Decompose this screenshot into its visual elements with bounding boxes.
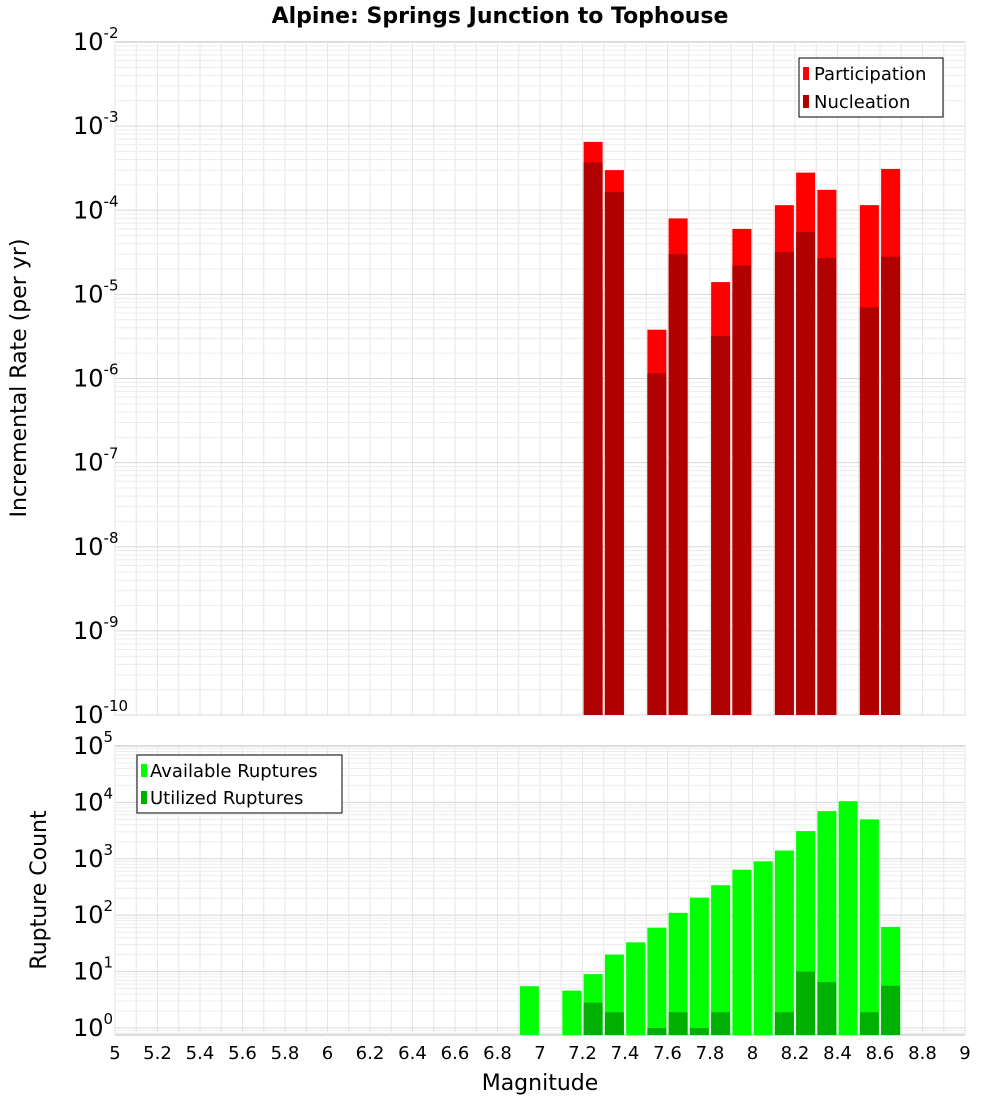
legend-swatch-participation xyxy=(803,67,809,80)
bottom-bar-available-ruptures xyxy=(711,885,731,1035)
bottom-bar-utilized-ruptures xyxy=(647,1027,667,1035)
top-bar-nucleation xyxy=(774,251,794,715)
bottom-y-tick-label: 105 xyxy=(73,728,113,760)
chart-title: Alpine: Springs Junction to Tophouse xyxy=(272,4,729,29)
bottom-bar-utilized-ruptures xyxy=(796,971,816,1035)
bottom-bar-available-ruptures xyxy=(753,861,773,1035)
bottom-y-tick-label: 101 xyxy=(73,954,113,986)
top-y-tick-label: 10-8 xyxy=(73,529,119,561)
x-tick-label: 5.4 xyxy=(186,1043,215,1064)
bottom-bar-utilized-ruptures xyxy=(859,1012,879,1035)
legend-swatch-available xyxy=(141,764,147,777)
x-tick-label: 6.8 xyxy=(483,1043,512,1064)
top-legend: Participation Nucleation xyxy=(798,57,944,118)
x-tick-label: 9 xyxy=(959,1043,970,1064)
top-y-tick-label: 10-7 xyxy=(73,445,119,477)
bottom-bar-available-ruptures xyxy=(689,897,709,1035)
top-y-tick-label: 10-4 xyxy=(73,192,119,224)
bottom-bar-available-ruptures xyxy=(647,927,667,1035)
x-tick-label: 8.2 xyxy=(781,1043,810,1064)
bottom-y-tick-label: 104 xyxy=(73,784,113,816)
x-tick-label: 7.2 xyxy=(568,1043,597,1064)
legend-swatch-utilized xyxy=(141,791,147,804)
legend-label-participation: Participation xyxy=(814,64,926,85)
top-bar-nucleation xyxy=(604,191,624,715)
top-y-tick-label: 10-3 xyxy=(73,108,119,140)
x-tick-label: 5.2 xyxy=(143,1043,172,1064)
bottom-bar-available-ruptures xyxy=(859,819,879,1035)
top-bar-nucleation xyxy=(817,258,837,715)
bottom-bar-utilized-ruptures xyxy=(774,1012,794,1035)
top-bar-nucleation xyxy=(881,256,901,715)
x-tick-labels: 5 5.2 5.4 5.6 5.8 6 6.2 6.4 6.6 6.8 7 7.2 7.4 7.6 7.8 8… xyxy=(109,1043,970,1064)
bottom-legend: Available Ruptures Utilized Ruptures xyxy=(136,754,343,814)
x-tick-label: 6.4 xyxy=(398,1043,427,1064)
x-tick-label: 6 xyxy=(322,1043,333,1064)
legend-label-available: Available Ruptures xyxy=(150,761,318,782)
bottom-bar-available-ruptures xyxy=(774,850,794,1035)
x-tick-label: 6.2 xyxy=(356,1043,385,1064)
top-bar-nucleation xyxy=(647,373,667,715)
bottom-bar-available-ruptures xyxy=(668,912,688,1035)
bottom-y-tick-label: 100 xyxy=(73,1010,113,1042)
x-tick-label: 8.8 xyxy=(908,1043,937,1064)
bottom-bar-utilized-ruptures xyxy=(881,985,901,1035)
legend-swatch-nucleation xyxy=(803,95,809,108)
bottom-bar-utilized-ruptures xyxy=(604,1012,624,1035)
x-tick-label: 7.8 xyxy=(696,1043,725,1064)
legend-label-utilized: Utilized Ruptures xyxy=(150,788,303,809)
top-y-tick-label: 10-6 xyxy=(73,361,119,393)
top-y-tick-label: 10-5 xyxy=(73,276,119,308)
bottom-bar-utilized-ruptures xyxy=(689,1027,709,1035)
top-bar-nucleation xyxy=(583,162,603,716)
x-tick-label: 7.6 xyxy=(653,1043,682,1064)
top-y-tick-labels: 10-10 10-9 10-8 10-7 10-6 10-5 10-4 10-3 10-2 xyxy=(73,24,128,729)
bottom-bar-utilized-ruptures xyxy=(817,982,837,1035)
top-y-tick-label: 10-2 xyxy=(73,24,119,56)
x-tick-label: 8 xyxy=(747,1043,758,1064)
bottom-y-tick-label: 102 xyxy=(73,897,113,929)
x-tick-label: 8.6 xyxy=(866,1043,895,1064)
bottom-bar-available-ruptures xyxy=(626,942,646,1035)
bottom-bar-available-ruptures xyxy=(817,811,837,1035)
legend-label-nucleation: Nucleation xyxy=(814,92,910,113)
bottom-bar-available-ruptures xyxy=(562,990,582,1035)
x-tick-label: 5 xyxy=(109,1043,120,1064)
x-axis-label: Magnitude xyxy=(482,1071,599,1096)
bottom-bar-utilized-ruptures xyxy=(668,1012,688,1035)
top-bar-nucleation xyxy=(732,265,752,715)
bottom-y-tick-label: 103 xyxy=(73,841,113,873)
bottom-legend-box xyxy=(136,754,343,814)
top-gridlines xyxy=(114,42,966,716)
top-bar-nucleation xyxy=(711,336,731,715)
bottom-bar-utilized-ruptures xyxy=(583,1002,603,1035)
bottom-bars xyxy=(519,801,901,1035)
bottom-bar-available-ruptures xyxy=(732,869,752,1035)
top-bar-nucleation xyxy=(796,232,816,716)
top-bar-nucleation xyxy=(859,307,879,715)
top-bars xyxy=(583,141,901,716)
x-tick-label: 5.8 xyxy=(271,1043,300,1064)
bottom-bar-utilized-ruptures xyxy=(711,1012,731,1035)
top-bar-nucleation xyxy=(668,254,688,715)
bottom-y-tick-labels: 100 101 102 103 104 105 xyxy=(73,728,113,1042)
x-tick-label: 7 xyxy=(534,1043,545,1064)
x-tick-label: 8.4 xyxy=(823,1043,852,1064)
bottom-bar-available-ruptures xyxy=(519,986,539,1035)
top-legend-box xyxy=(798,57,944,118)
bottom-bar-available-ruptures xyxy=(838,801,858,1035)
top-y-axis-label: Incremental Rate (per yr) xyxy=(7,239,32,518)
bottom-y-axis-label: Rupture Count xyxy=(27,810,52,970)
x-tick-label: 6.6 xyxy=(441,1043,470,1064)
x-tick-label: 5.6 xyxy=(228,1043,257,1064)
top-y-tick-label: 10-10 xyxy=(73,697,128,729)
x-tick-label: 7.4 xyxy=(611,1043,640,1064)
top-y-tick-label: 10-9 xyxy=(73,613,119,645)
